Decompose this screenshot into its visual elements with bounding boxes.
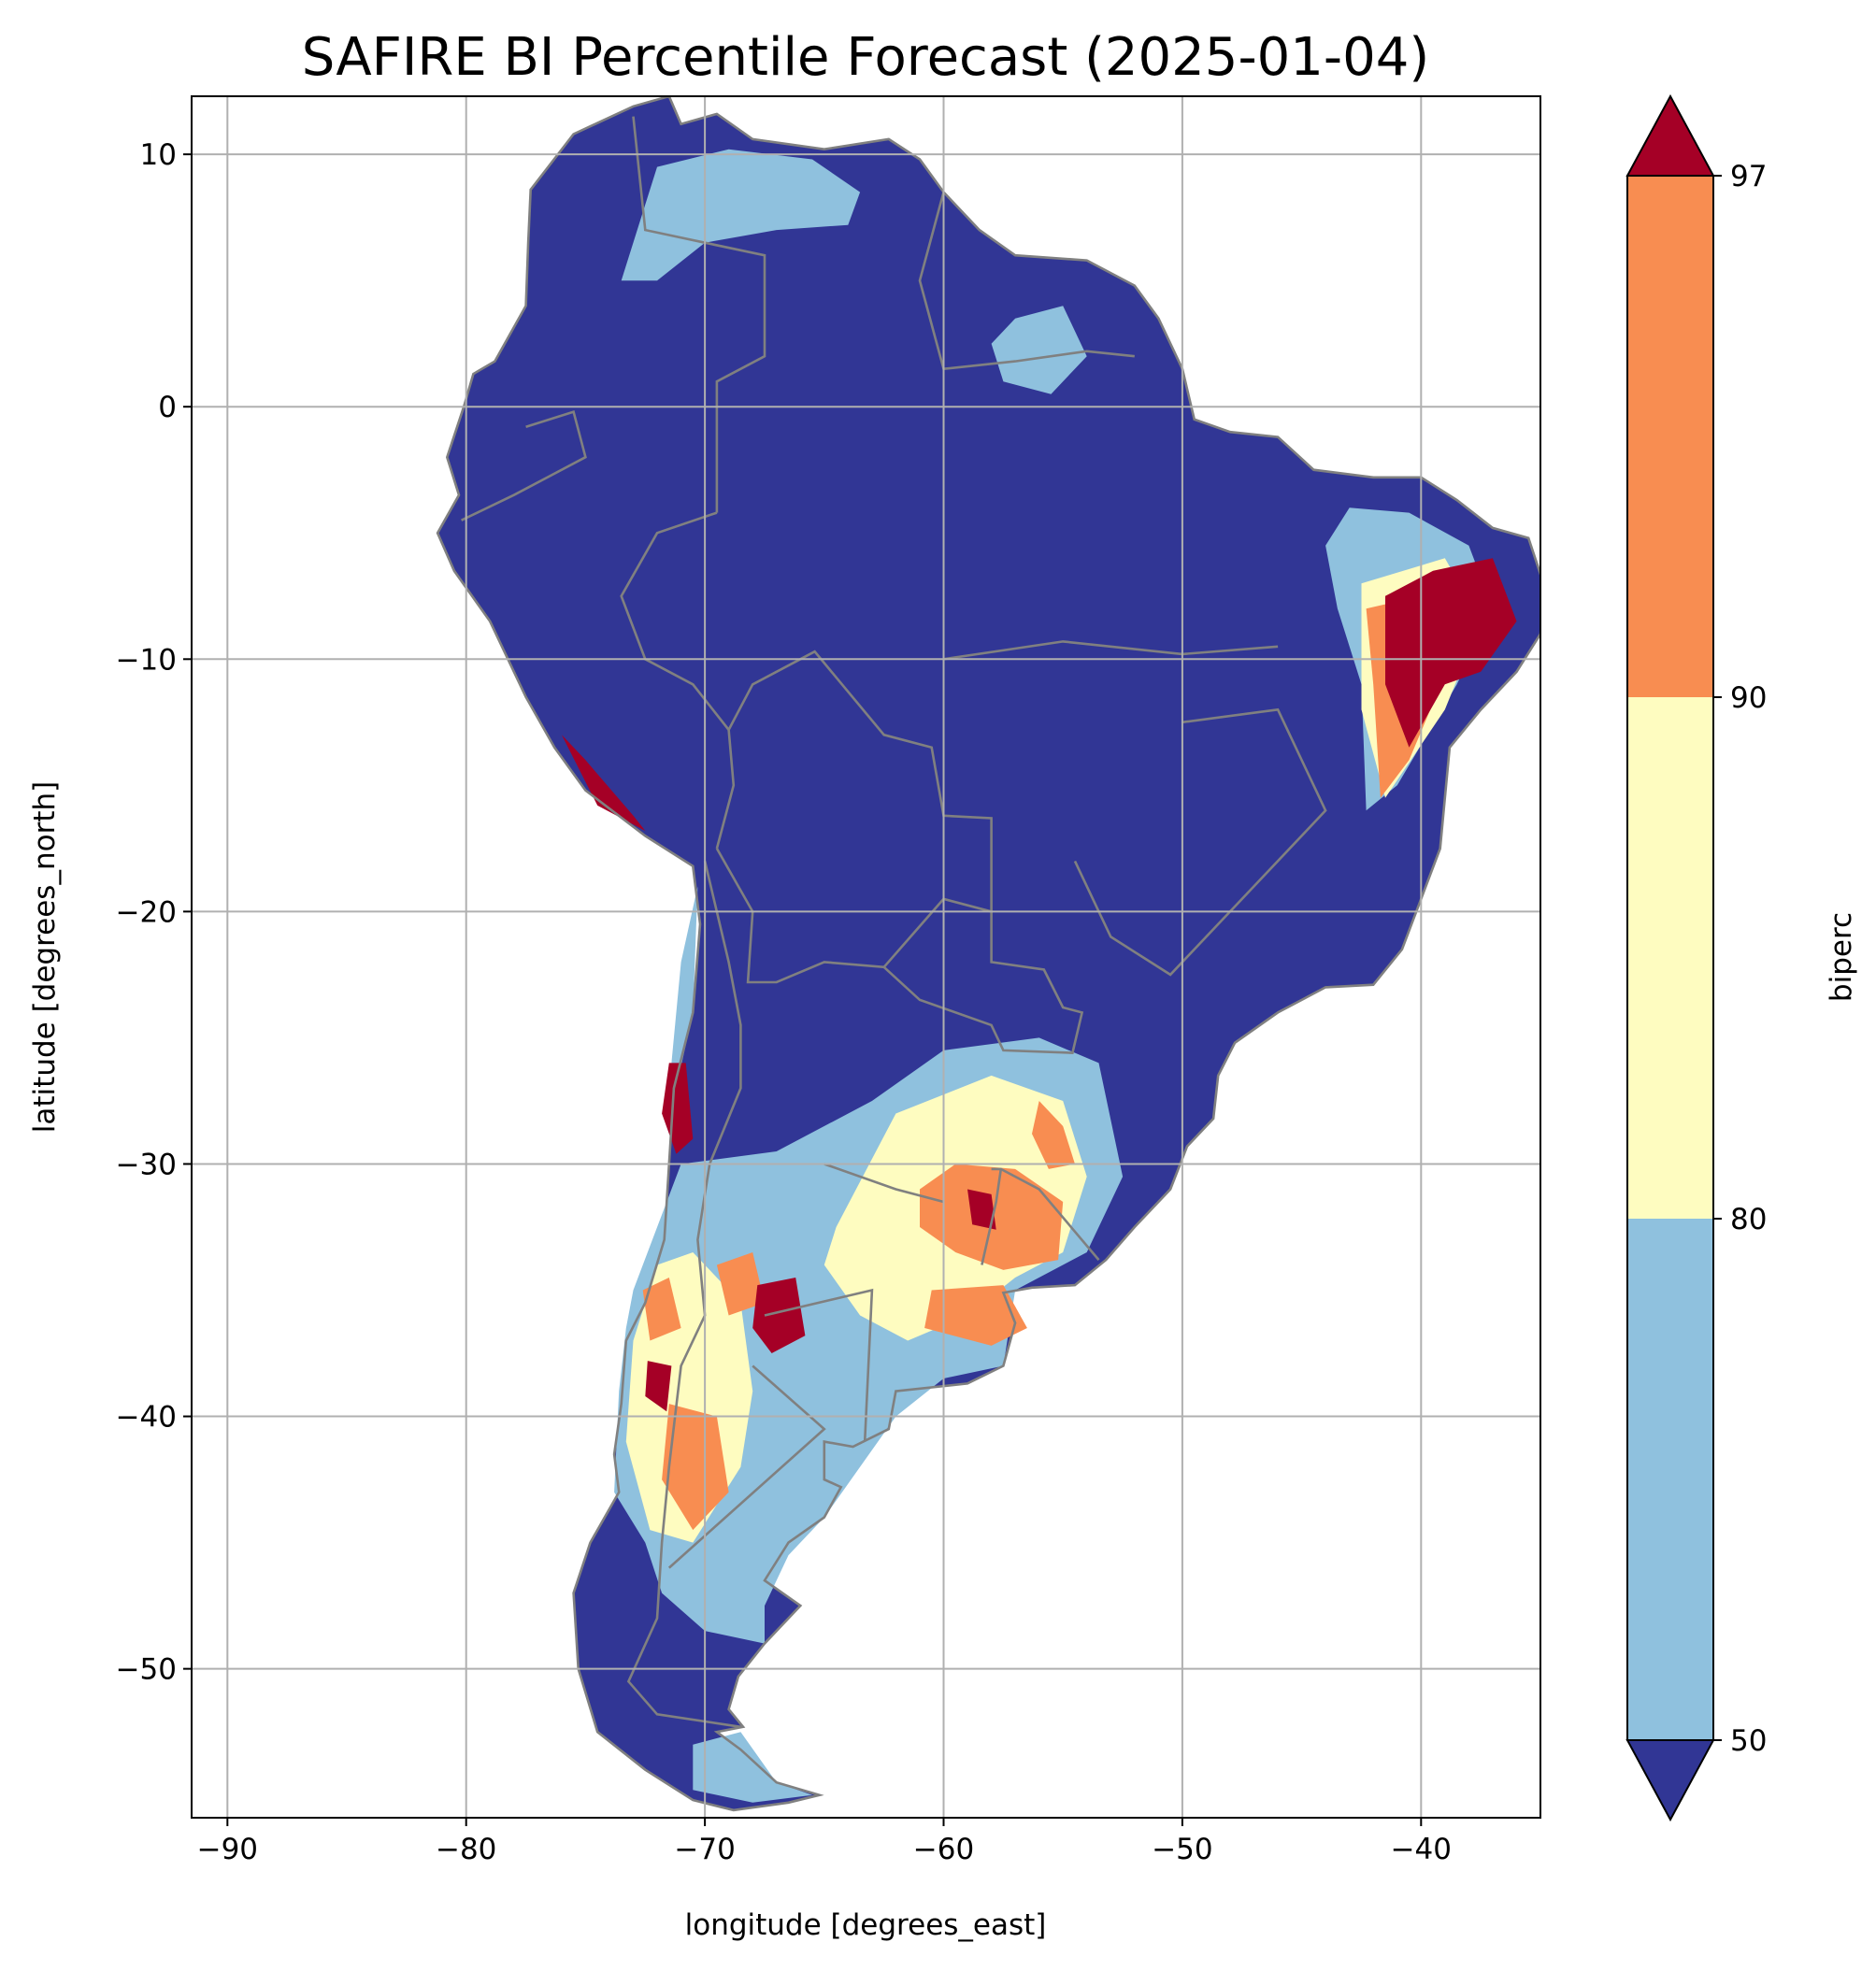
plot-frame: [191, 95, 1541, 1819]
country-border: [918, 192, 1135, 371]
colorbar-extend-max: [1625, 93, 1715, 177]
colorbar-tick-label: 50: [1730, 1724, 1767, 1758]
chart-title: SAFIRE BI Percentile Forecast (2025-01-0…: [302, 27, 1429, 88]
land-above-97: [752, 1278, 806, 1353]
colorbar-label: biperc: [1825, 912, 1858, 1002]
land-above-97: [561, 735, 646, 831]
land-90-97: [1032, 1101, 1075, 1169]
y-tick-label: 10: [140, 138, 177, 172]
country-border: [981, 1168, 1003, 1265]
x-axis-ticks: −90 −80 −70 −60 −50 −40: [197, 1818, 1452, 1866]
land-above-97: [967, 1189, 996, 1230]
y-axis-label: latitude [degrees_north]: [28, 781, 62, 1133]
x-axis-label: longitude [degrees_east]: [685, 1908, 1047, 1942]
colorbar-segment: [1627, 1219, 1713, 1740]
y-axis-ticks: 10 0 −10 −20 −30 −40 −50: [116, 138, 192, 1687]
country-border: [1073, 707, 1327, 977]
land-above-97: [1385, 558, 1517, 748]
land-layer: [436, 96, 1540, 1812]
plot-area: −90 −80 −70 −60 −50 −40 10 0 −10 −20 −30 −40 −50: [116, 95, 1541, 1866]
colorbar-tick-label: 90: [1730, 681, 1767, 715]
country-border: [667, 1364, 826, 1569]
y-tick-label: −10: [116, 643, 177, 677]
land-above-97: [645, 1361, 672, 1412]
country-border: [764, 1288, 874, 1442]
gridlines: [192, 96, 1540, 1818]
colorbar-segment: [1627, 176, 1713, 697]
colorbar-tick-label: 97: [1730, 160, 1767, 193]
colorbar: 50 80 90 97: [1625, 93, 1767, 1822]
land-90-97: [716, 1252, 765, 1316]
y-tick-label: −30: [116, 1148, 177, 1181]
land-above-97: [662, 1063, 694, 1154]
country-border: [632, 116, 766, 513]
colorbar-extend-min: [1625, 1739, 1715, 1822]
country-border: [823, 1163, 944, 1204]
x-tick-label: −70: [674, 1833, 735, 1866]
colorbar-segment: [1627, 697, 1713, 1219]
x-tick-label: −90: [197, 1833, 258, 1866]
colorbar-tick-label: 80: [1730, 1203, 1767, 1236]
x-tick-label: −80: [436, 1833, 496, 1866]
country-border: [882, 911, 1084, 1054]
country-border: [991, 1167, 1100, 1261]
land-50-80: [668, 886, 698, 1089]
x-tick-label: −60: [913, 1833, 974, 1866]
y-tick-label: 0: [158, 391, 177, 424]
country-border: [461, 409, 587, 521]
land-50-80: [991, 306, 1087, 394]
land-90-97: [662, 1404, 729, 1531]
y-tick-label: −40: [116, 1401, 177, 1435]
x-tick-label: −40: [1391, 1833, 1452, 1866]
x-tick-label: −50: [1152, 1833, 1212, 1866]
country-border: [943, 640, 1279, 661]
y-tick-label: −20: [116, 895, 177, 929]
country-border: [626, 861, 742, 1729]
land-90-97: [642, 1278, 681, 1341]
coastline: [436, 96, 1540, 1812]
land-50-80: [621, 149, 861, 281]
colorbar-frame: [1626, 175, 1714, 1741]
land-90-97: [924, 1285, 1027, 1346]
country-border: [620, 511, 736, 850]
y-tick-label: −50: [116, 1653, 177, 1687]
